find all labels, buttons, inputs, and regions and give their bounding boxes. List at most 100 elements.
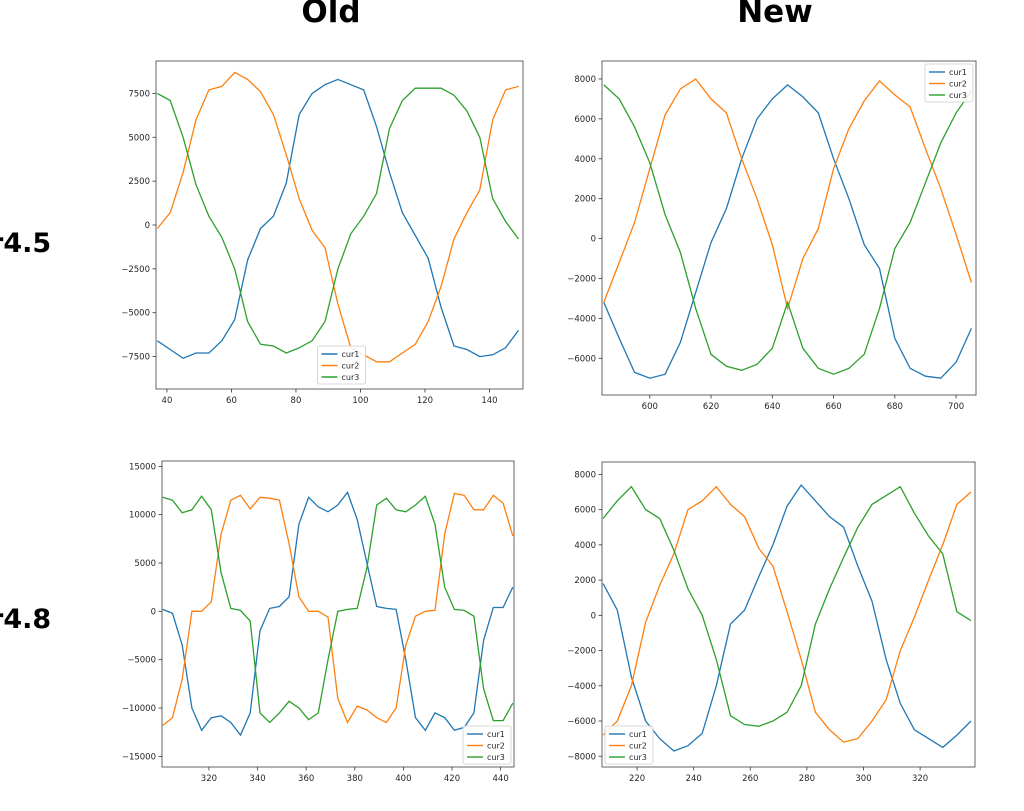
y-tick-label: 2000 <box>574 576 596 586</box>
x-tick-label: 240 <box>686 774 702 784</box>
series-line-cur3 <box>162 495 514 724</box>
legend-box <box>924 63 974 103</box>
x-tick-label: 260 <box>742 774 758 784</box>
y-tick-label: 7500 <box>128 89 150 99</box>
row-label-r4-8: r4.8 <box>0 604 52 635</box>
legend-label-cur2: cur2 <box>629 742 647 751</box>
y-tick-label: −2500 <box>121 265 150 275</box>
x-tick-label: 220 <box>629 774 645 784</box>
y-tick-label: 5000 <box>128 133 150 143</box>
axes-frame <box>161 460 515 768</box>
axes-frame <box>601 461 976 768</box>
y-tick-label: 0 <box>145 221 150 231</box>
column-title-old: Old <box>301 0 361 30</box>
x-tick-label: 620 <box>703 402 719 412</box>
legend: cur1 cur2 cur3 <box>604 725 654 765</box>
y-tick-label: 0 <box>591 611 596 621</box>
legend-label-cur2: cur2 <box>949 80 967 89</box>
legend: cur1 cur2 cur3 <box>924 63 974 103</box>
x-tick-label: 340 <box>249 774 265 784</box>
y-tick-label: −6000 <box>567 717 596 727</box>
x-tick-label: 600 <box>642 402 658 412</box>
legend-box <box>604 725 654 765</box>
subplot-2: 600 620 640 660 680 700 −6000 −4000 −2000 0 2000 40… <box>567 60 977 412</box>
series-line-cur3 <box>603 84 972 375</box>
legend-label-cur1: cur1 <box>629 730 647 739</box>
legend-label-cur1: cur1 <box>949 68 967 77</box>
x-tick-label: 360 <box>298 774 314 784</box>
series-line-cur1 <box>603 84 972 379</box>
x-tick-label: 120 <box>417 396 433 406</box>
y-tick-label: −7500 <box>121 353 150 363</box>
y-tick-label: 0 <box>151 607 156 617</box>
series-line-cur2 <box>603 78 973 311</box>
y-tick-label: −10000 <box>122 704 156 714</box>
y-tick-label: 0 <box>591 235 596 245</box>
subplot-4: 220 240 260 280 300 320 −8000 −6000 −4000 −2000 0 2… <box>567 461 976 784</box>
x-tick-label: 300 <box>855 774 871 784</box>
series-line-cur1 <box>156 78 520 360</box>
axes-frame <box>601 60 977 396</box>
y-tick-label: 4000 <box>574 541 596 551</box>
series-line-cur1 <box>602 483 972 752</box>
y-tick-label: −5000 <box>127 656 156 666</box>
y-tick-label: −2000 <box>567 647 596 657</box>
legend: cur1 cur2 cur3 <box>462 725 512 765</box>
y-tick-label: 15000 <box>129 462 156 472</box>
x-tick-label: 100 <box>352 396 368 406</box>
x-tick-label: 320 <box>912 774 928 784</box>
axes-frame <box>155 60 524 390</box>
y-tick-label: 8000 <box>574 75 596 85</box>
y-tick-label: 6000 <box>574 115 596 125</box>
series-line-cur3 <box>156 87 520 354</box>
row-label-r4-5: r4.5 <box>0 228 52 259</box>
y-tick-label: −4000 <box>567 682 596 692</box>
legend-label-cur3: cur3 <box>629 753 647 762</box>
series-line-cur2 <box>162 492 514 726</box>
x-tick-label: 440 <box>493 774 509 784</box>
y-tick-label: −6000 <box>567 354 596 364</box>
legend: cur1 cur2 cur3 <box>317 345 366 385</box>
legend-label-cur3: cur3 <box>487 753 505 762</box>
legend-label-cur1: cur1 <box>341 350 359 359</box>
x-tick-label: 140 <box>481 396 497 406</box>
legend-box <box>462 725 512 765</box>
y-tick-label: −8000 <box>567 752 596 762</box>
series-line-cur2 <box>602 485 972 743</box>
x-tick-label: 400 <box>395 774 411 784</box>
y-tick-label: −15000 <box>122 752 156 762</box>
legend-label-cur3: cur3 <box>341 373 359 382</box>
y-tick-label: 2000 <box>574 195 596 205</box>
x-tick-label: 380 <box>347 774 363 784</box>
x-tick-label: 700 <box>948 402 964 412</box>
legend-label-cur3: cur3 <box>949 91 967 100</box>
y-tick-label: −5000 <box>121 309 150 319</box>
y-tick-label: −2000 <box>567 274 596 284</box>
x-tick-label: 60 <box>226 396 237 406</box>
x-tick-label: 280 <box>799 774 815 784</box>
x-tick-label: 320 <box>201 774 217 784</box>
column-title-new: New <box>737 0 813 30</box>
legend-box <box>317 345 366 385</box>
x-tick-label: 420 <box>444 774 460 784</box>
x-tick-label: 40 <box>162 396 173 406</box>
x-tick-label: 680 <box>887 402 903 412</box>
y-tick-label: 10000 <box>129 511 156 521</box>
x-tick-label: 660 <box>825 402 841 412</box>
y-tick-label: 8000 <box>574 470 596 480</box>
series-line-cur1 <box>162 491 514 737</box>
legend-label-cur2: cur2 <box>341 362 359 371</box>
y-tick-label: 2500 <box>128 177 150 187</box>
y-tick-label: 5000 <box>134 559 156 569</box>
y-tick-label: 4000 <box>574 155 596 165</box>
legend-label-cur1: cur1 <box>487 730 505 739</box>
subplot-1: 40 60 80 100 120 140 −7500 −5000 −2500 0 2500 5000 7… <box>121 60 524 406</box>
legend-label-cur2: cur2 <box>487 742 505 751</box>
series-line-cur2 <box>156 71 519 363</box>
series-line-cur3 <box>602 485 972 727</box>
x-tick-label: 640 <box>764 402 780 412</box>
subplot-3: 320 340 360 380 400 420 440 −15000 −10000 −5000 0 5… <box>122 460 515 784</box>
y-tick-label: −4000 <box>567 314 596 324</box>
y-tick-label: 6000 <box>574 506 596 516</box>
